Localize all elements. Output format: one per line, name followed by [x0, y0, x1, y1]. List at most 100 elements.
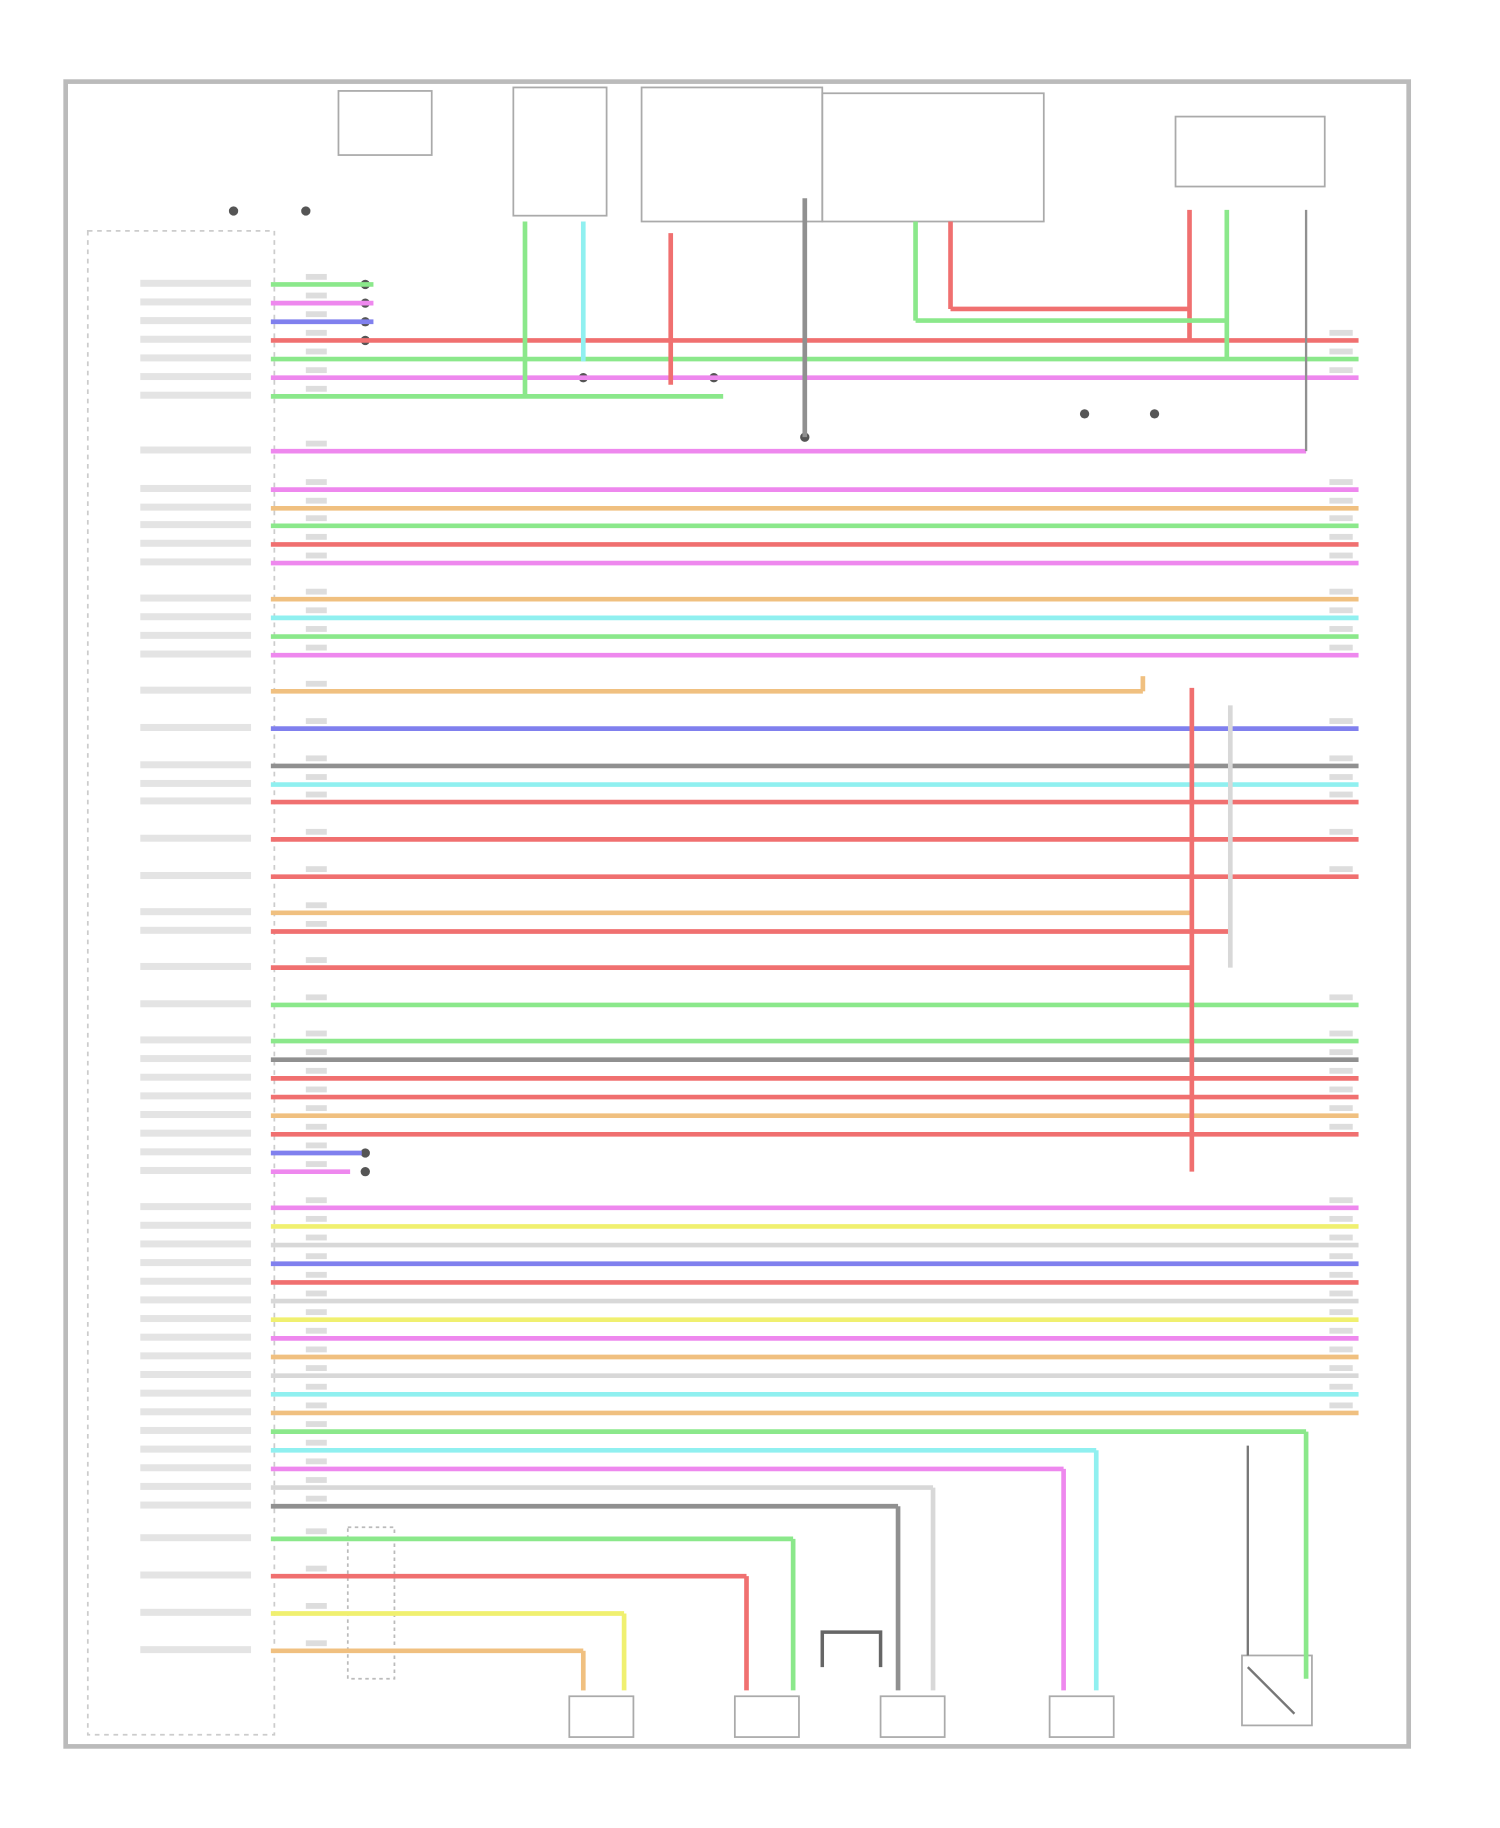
- wire-label: [305, 791, 327, 798]
- pin-label: [140, 779, 252, 787]
- wire-label: [305, 957, 327, 963]
- wire-label: [305, 1439, 327, 1446]
- wire-label: [305, 1327, 327, 1334]
- wire-label: [305, 774, 327, 780]
- component-box: [879, 1695, 946, 1738]
- wire-label: [305, 533, 327, 540]
- wire-label: [1329, 1234, 1353, 1241]
- wire-label: [305, 329, 327, 336]
- wire-label: [1329, 588, 1353, 595]
- wire-label: [305, 1234, 327, 1241]
- pin-label: [140, 317, 252, 325]
- pin-label: [140, 1482, 252, 1490]
- wire-label: [1329, 828, 1353, 835]
- wire-label: [305, 644, 327, 651]
- pin-label: [140, 631, 252, 639]
- wire-label: [1329, 774, 1353, 780]
- pin-label: [140, 1371, 252, 1378]
- splice-dot: [1079, 409, 1090, 419]
- wire-label: [1329, 1086, 1353, 1093]
- wire-label: [1329, 755, 1353, 762]
- component-box: [733, 1695, 800, 1738]
- wire-label: [1329, 718, 1353, 724]
- wire-label: [1329, 367, 1353, 374]
- component-box: [1174, 115, 1326, 188]
- wire-label: [305, 292, 327, 299]
- wire-label: [305, 1565, 327, 1572]
- wire-label: [1329, 791, 1353, 798]
- wire-label: [1329, 866, 1353, 873]
- wire-label: [305, 1271, 327, 1278]
- pin-label: [140, 613, 252, 621]
- pin-label: [140, 1352, 252, 1360]
- wire-label: [1329, 1402, 1353, 1409]
- wire-label: [305, 994, 327, 1001]
- pin-label: [140, 484, 252, 492]
- pin-label: [140, 926, 252, 934]
- wire-label: [305, 552, 327, 559]
- component-box: [568, 1695, 635, 1738]
- component-box: [821, 92, 1045, 223]
- pin-label: [140, 761, 252, 769]
- pin-label: [140, 521, 252, 529]
- pin-label: [140, 1464, 252, 1472]
- wire-label: [305, 1142, 327, 1149]
- wire-label: [1329, 515, 1353, 522]
- pin-label: [140, 1259, 252, 1267]
- splice-dot: [360, 1148, 370, 1158]
- pin-label: [140, 1534, 252, 1542]
- wire-label: [1329, 644, 1353, 651]
- component-box: [1241, 1654, 1313, 1727]
- wire-label: [1329, 1253, 1353, 1260]
- pin-label: [140, 558, 252, 566]
- pin-label: [140, 335, 252, 343]
- wire-label: [305, 607, 327, 614]
- sensor-wire: [820, 1630, 883, 1668]
- pin-label: [140, 1408, 252, 1416]
- wire-label: [1329, 994, 1353, 1001]
- wire-label: [305, 1030, 327, 1037]
- wire-label: [305, 440, 327, 447]
- wire-label: [305, 1383, 327, 1390]
- wire-label: [305, 1086, 327, 1093]
- wire-label: [1329, 497, 1353, 504]
- wire-label: [1329, 1049, 1353, 1056]
- wire-label: [305, 1161, 327, 1167]
- pin-label: [140, 391, 252, 399]
- wire-label: [305, 1402, 327, 1409]
- pin-label: [140, 1296, 252, 1304]
- wire-label: [305, 1309, 327, 1316]
- junction-connector: [346, 1526, 396, 1680]
- splice-dot: [1149, 409, 1160, 419]
- pin-label: [140, 1445, 252, 1453]
- wire-label: [305, 1105, 327, 1112]
- pin-label: [140, 872, 252, 880]
- pin-label: [140, 1426, 252, 1434]
- pin-label: [140, 1240, 252, 1248]
- wire-label: [305, 1495, 327, 1502]
- wire-label: [305, 828, 327, 835]
- pin-label: [140, 1036, 252, 1044]
- pin-label: [140, 1315, 252, 1323]
- pin-label: [140, 503, 252, 511]
- wire-label: [1329, 348, 1353, 355]
- wire-label: [1329, 1290, 1353, 1297]
- component-box: [1048, 1695, 1115, 1738]
- pin-label: [140, 1333, 252, 1341]
- pin-label: [140, 298, 252, 306]
- wire-label: [305, 902, 327, 909]
- pin-label: [140, 594, 252, 602]
- wire-label: [305, 626, 327, 632]
- wire-label: [1329, 1197, 1353, 1204]
- wire-label: [305, 1458, 327, 1465]
- wire-label: [305, 1528, 327, 1535]
- wire-label: [305, 311, 327, 318]
- wire-label: [305, 1197, 327, 1204]
- wire-label: [305, 1421, 327, 1427]
- wire-label: [1329, 1309, 1353, 1316]
- pin-label: [140, 1571, 252, 1579]
- wire-label: [305, 588, 327, 595]
- wire-label: [305, 367, 327, 374]
- pin-label: [140, 1389, 252, 1397]
